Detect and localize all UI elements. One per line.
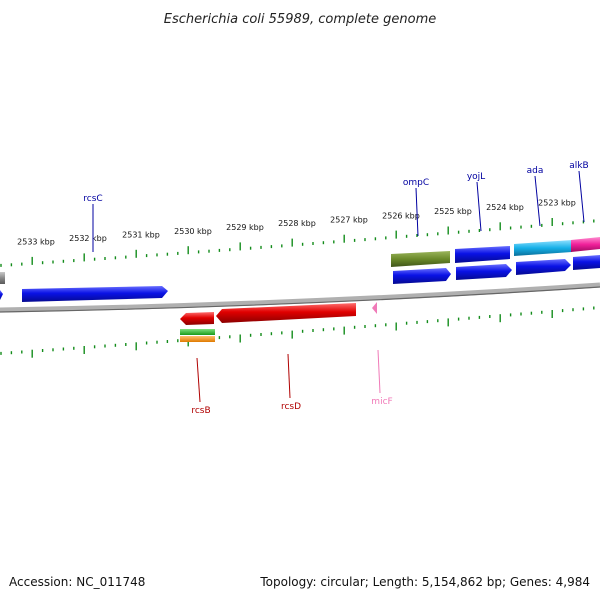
genome-backbone-shadow: [0, 286, 600, 313]
gene-arrow-ompC: [393, 268, 451, 284]
tick-row-lower: [0, 306, 595, 358]
gene-arrow-rcsB: [180, 312, 214, 325]
gene-arrow-ada: [516, 259, 571, 275]
gene-box-alkB: [571, 237, 600, 252]
gene-arrow-yojL: [455, 246, 510, 263]
gene-arrow-yojL-lower: [456, 264, 512, 280]
reverse-strand-features: [180, 302, 377, 342]
leader-line-yojL: [476, 181, 482, 232]
tick-label: 2532 kbp: [69, 234, 107, 243]
feature-edge-grey: [0, 272, 5, 284]
ncRNA-micF: [372, 302, 377, 314]
genome-summary-text: Topology: circular; Length: 5,154,862 bp…: [259, 575, 590, 589]
tick-label: 2528 kbp: [278, 219, 316, 228]
gene-label-rcsB: rcsB: [191, 406, 210, 416]
tick-label: 2523 kbp: [538, 199, 576, 208]
gene-label-alkB: alkB: [569, 161, 588, 171]
tick-label: 2531 kbp: [122, 231, 160, 240]
tick-label: 2527 kbp: [330, 215, 368, 224]
gene-labels: rcsC ompC yojL ada alkB rcsB rcsD micF: [83, 161, 588, 416]
leader-line-ompC: [415, 187, 419, 237]
gene-label-ompC: ompC: [403, 178, 429, 188]
tick-label: 2530 kbp: [174, 227, 212, 236]
feature-bar-green: [180, 329, 215, 335]
gene-arrow-rcsD: [216, 303, 356, 323]
gene-arrow-left-edge: [0, 290, 3, 300]
leader-line-alkB: [578, 170, 585, 223]
tick-label: 2524 kbp: [486, 203, 524, 212]
map-title: Escherichia coli 55989, complete genome: [164, 12, 436, 27]
gene-label-rcsC: rcsC: [83, 194, 102, 204]
leader-line-micF: [377, 349, 381, 394]
tick-row-upper: [0, 218, 595, 267]
gene-arrow-alkB: [573, 255, 600, 270]
tick-label: 2533 kbp: [17, 238, 55, 247]
forward-strand-features: [0, 237, 600, 302]
gene-label-yojL: yojL: [467, 172, 485, 182]
genome-backbone: [0, 282, 600, 313]
leader-line-rcsB: [196, 357, 201, 403]
gene-label-rcsD: rcsD: [281, 402, 301, 412]
gene-arrow-rcsC: [22, 286, 168, 302]
gene-box-ompC: [391, 251, 450, 267]
tick-labels: 2533 kbp 2532 kbp 2531 kbp 2530 kbp 2529 kbp…: [17, 199, 576, 247]
leader-line-ada: [534, 175, 541, 227]
gene-label-ada: ada: [527, 166, 544, 176]
gene-label-micF: micF: [371, 397, 392, 407]
tick-label: 2529 kbp: [226, 223, 264, 232]
tick-label: 2526 kbp: [382, 211, 420, 220]
feature-bar-orange: [180, 336, 215, 342]
accession-text: Accession: NC_011748: [9, 575, 145, 589]
tick-label: 2525 kbp: [434, 207, 472, 216]
leader-line-rcsD: [287, 353, 291, 399]
gene-box-ada: [514, 240, 572, 256]
